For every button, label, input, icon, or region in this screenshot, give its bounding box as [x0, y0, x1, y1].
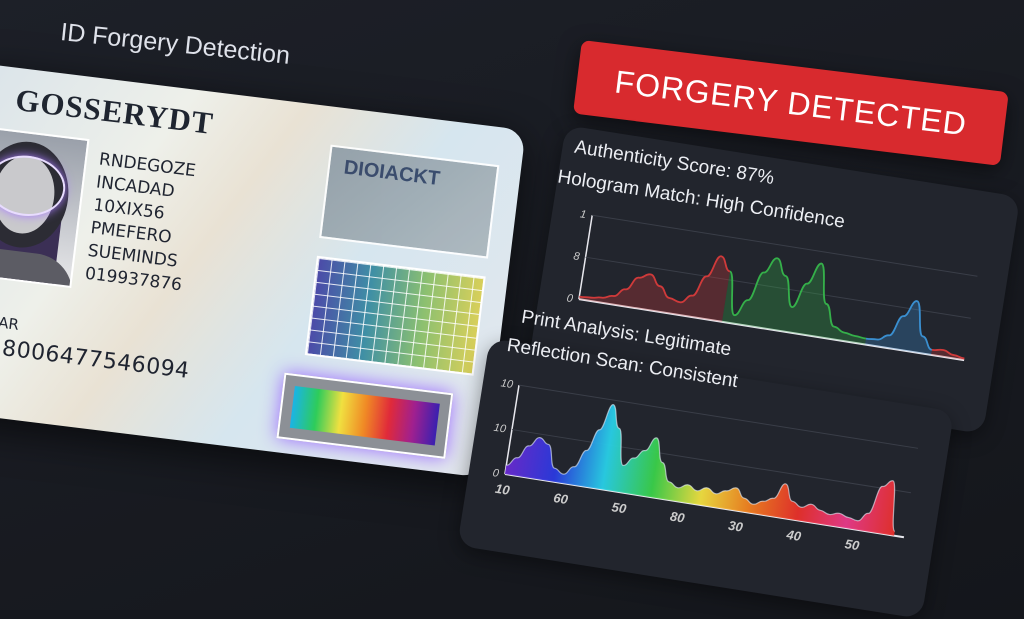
gridline [518, 384, 919, 449]
microprint-grid-region[interactable] [304, 255, 486, 376]
card-footer-number: /45800647754609​4 [0, 331, 191, 384]
series-area [865, 301, 932, 355]
series-line [931, 348, 965, 360]
x-tick-label: 40 [785, 527, 803, 544]
series-area [504, 404, 895, 536]
gridline [592, 214, 978, 277]
y-tick-label: 0 [492, 467, 501, 480]
hologram-region[interactable]: DIOIACKT [319, 144, 500, 259]
series-area [578, 256, 730, 322]
series-area [721, 258, 866, 345]
hologram-text: DIOIACKT [342, 156, 442, 191]
x-tick-label: 50 [844, 536, 861, 553]
x-tick-label: 30 [727, 518, 744, 535]
x-tick-label: 50 [611, 499, 628, 516]
card-fields: RNDEGOZE INCADAD 10XIX56 PMEFERO SUEMIND… [84, 149, 197, 298]
card-footer-label: TENAR [0, 309, 20, 334]
hologram-chart: 0 8 1 [566, 208, 978, 362]
x-tick-label: 80 [669, 508, 686, 525]
y-tick-label: 8 [572, 250, 581, 263]
spectrum-region[interactable] [276, 372, 454, 459]
x-tick-label: 60 [552, 490, 569, 507]
series-line [506, 403, 896, 532]
id-photo [0, 124, 90, 289]
gridline [511, 429, 912, 494]
analysis-panel: Authenticity Score: 87% Hologram Match: … [520, 125, 1021, 435]
series-line [729, 257, 867, 340]
y-tick-label: 10 [500, 377, 515, 391]
x-axis [578, 298, 965, 362]
y-tick-label: 1 [579, 208, 587, 221]
y-axis [578, 215, 593, 300]
gridline [585, 256, 971, 319]
y-tick-label: 0 [566, 292, 575, 305]
series-area [931, 349, 965, 361]
series-line [865, 300, 933, 351]
x-tick-label: 10 [494, 481, 511, 498]
series-line [579, 255, 731, 304]
y-tick-label: 10 [493, 422, 508, 436]
id-card-image: GOSSERYDT RNDEGOZE INCADAD 10XIX56 PMEFE… [0, 62, 526, 478]
reflection-panel: Reflection Scan: Consistent 0 10 10 10 60 50 8… [457, 335, 955, 619]
